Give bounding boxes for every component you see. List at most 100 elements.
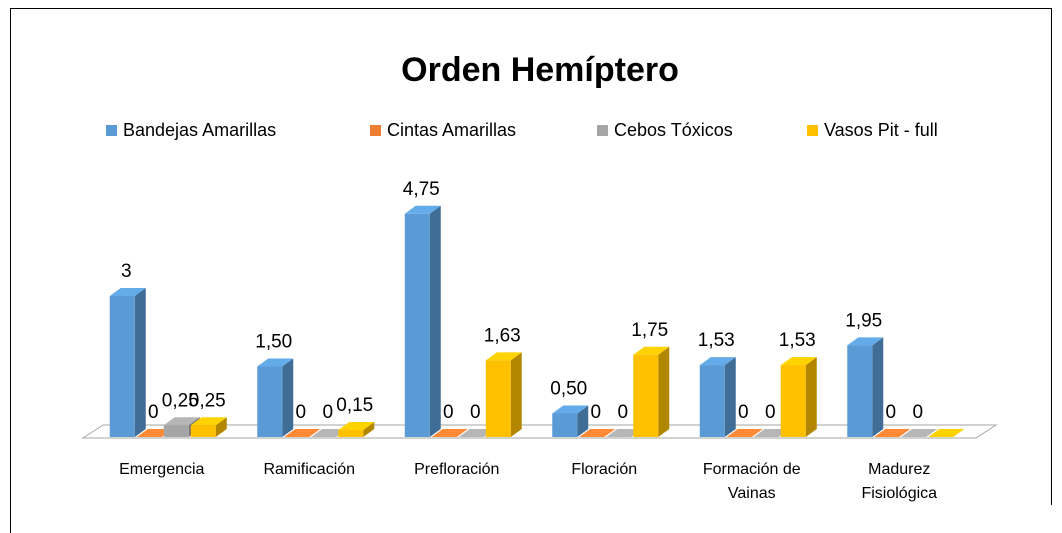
legend-label: Bandejas Amarillas <box>123 120 276 140</box>
bar-face <box>724 357 736 437</box>
data-label: 0 <box>443 402 454 423</box>
bar <box>726 429 763 437</box>
x-tick-label: Madurez Fisiológica <box>861 461 938 502</box>
frame <box>10 8 1052 533</box>
data-label: 1,50 <box>255 332 292 353</box>
legend-swatch <box>106 125 117 136</box>
bar <box>485 352 522 437</box>
legend-swatch <box>370 125 381 136</box>
bar <box>284 429 321 437</box>
bar <box>109 288 146 437</box>
bar <box>190 417 227 437</box>
bar <box>579 429 616 437</box>
bar-face <box>633 354 659 437</box>
bar-face <box>552 413 578 437</box>
bar-face <box>257 366 283 437</box>
bar-face <box>699 365 725 437</box>
bar <box>257 358 294 437</box>
bar-face <box>510 352 522 437</box>
bar-face <box>485 360 511 437</box>
bar <box>874 429 911 437</box>
data-label: 0 <box>885 402 896 423</box>
bar-face <box>431 429 468 437</box>
bar-face <box>338 429 364 437</box>
data-label: 3 <box>121 261 132 282</box>
bar-face <box>780 357 817 366</box>
bar <box>780 357 817 437</box>
data-label: 0,15 <box>336 395 373 416</box>
data-label: 0 <box>590 402 601 423</box>
bar <box>901 429 938 437</box>
bar-face <box>577 405 589 437</box>
bar <box>928 429 965 437</box>
bar-face <box>485 352 522 361</box>
bar <box>404 205 441 437</box>
data-label: 0,25 <box>162 390 199 411</box>
legend-label: Cebos Tóxicos <box>614 120 733 140</box>
x-tick-label: Formación de Vainas <box>702 461 801 502</box>
x-tick-label: Prefloración <box>414 461 500 478</box>
bar <box>431 429 468 437</box>
data-label: 0,25 <box>189 390 226 411</box>
bar-face <box>404 213 430 437</box>
bar-face <box>658 346 670 437</box>
data-label: 1,95 <box>845 310 882 331</box>
data-label: 0 <box>738 402 749 423</box>
data-label: 1,75 <box>631 320 668 341</box>
bar-face <box>928 429 965 437</box>
bar-face <box>847 345 873 437</box>
bar-face <box>699 357 736 366</box>
bar-face <box>190 417 227 426</box>
bar-face <box>874 429 911 437</box>
data-label: 1,63 <box>484 325 521 346</box>
bar-face <box>429 205 441 437</box>
legend-swatch <box>597 125 608 136</box>
bar-face <box>579 429 616 437</box>
legend-label: Vasos Pit - full <box>824 120 938 140</box>
bar-face <box>338 421 375 430</box>
bar-face <box>363 421 375 437</box>
bar-face <box>134 288 146 437</box>
bar <box>847 337 884 437</box>
legend-label: Cintas Amarillas <box>387 120 516 140</box>
x-tick-label: Emergencia <box>119 461 205 478</box>
bar-face <box>901 429 938 437</box>
bar-face <box>215 417 227 437</box>
data-label: 0 <box>765 402 776 423</box>
bar-face <box>109 288 146 296</box>
bar-face <box>257 358 294 367</box>
bar-face <box>404 205 441 214</box>
bar-face <box>163 425 189 437</box>
data-label: 0 <box>148 402 159 423</box>
bar-face <box>847 337 884 346</box>
data-label: 0 <box>912 402 923 423</box>
data-label: 4,75 <box>403 179 440 200</box>
chart-title: Orden Hemíptero <box>401 51 679 89</box>
data-label: 1,53 <box>698 330 735 351</box>
data-label: 0 <box>295 402 306 423</box>
bar-face <box>805 357 817 437</box>
bar-face <box>872 337 884 437</box>
data-label: 0 <box>322 402 333 423</box>
bar-face <box>190 425 216 437</box>
bar-face <box>552 405 589 414</box>
bar <box>552 405 589 437</box>
x-tick-label: Floración <box>571 461 638 478</box>
bar-face <box>284 429 321 437</box>
x-tick-label: Ramificación <box>263 461 356 478</box>
bar <box>633 346 670 437</box>
bar-face <box>282 358 294 437</box>
bar-face <box>726 429 763 437</box>
bar-face <box>163 417 200 426</box>
bar-face <box>633 346 670 355</box>
bar <box>699 357 736 437</box>
data-label: 0,50 <box>550 379 587 400</box>
data-label: 1,53 <box>779 330 816 351</box>
data-label: 0 <box>470 402 481 423</box>
data-label: 0 <box>617 402 628 423</box>
bar-face <box>780 365 806 437</box>
bar <box>338 421 375 437</box>
legend-swatch <box>807 125 818 136</box>
